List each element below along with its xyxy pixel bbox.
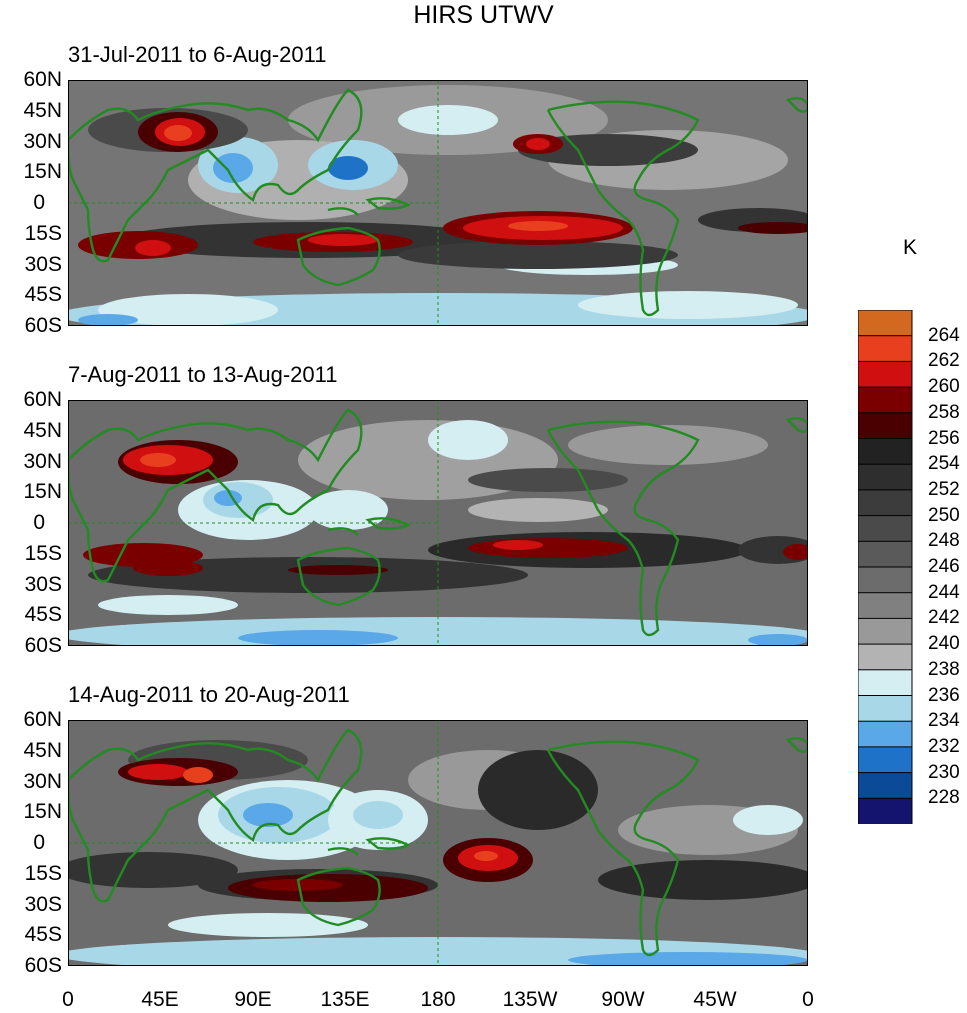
lon-label: 45W [693, 988, 737, 1011]
lat-label: 30S [24, 253, 62, 276]
map-panel-2 [68, 400, 808, 646]
colorbar-swatch [858, 617, 913, 646]
colorbar-swatch [858, 746, 913, 774]
lat-label: 60N [23, 388, 62, 411]
lat-label: 15S [24, 222, 62, 245]
colorbar-level-label: 238 [928, 658, 960, 680]
colorbar-level-label: 234 [928, 710, 960, 732]
lat-label: 15N [23, 160, 62, 183]
lat-label: 60S [24, 634, 62, 657]
lon-label: 45E [141, 988, 179, 1011]
lat-label: 45N [23, 99, 62, 122]
panel-2-date-range: 7-Aug-2011 to 13-Aug-2011 [68, 362, 338, 387]
colorbar-level-label: 228 [928, 787, 960, 809]
colorbar-level-label: 232 [928, 735, 960, 757]
colorbar-level-label: 264 [928, 324, 960, 346]
lat-label: 0 [33, 831, 45, 854]
colorbar-swatch [858, 386, 913, 414]
colorbar [858, 310, 914, 824]
colorbar-level-label: 250 [928, 504, 960, 526]
lat-label: 45N [23, 739, 62, 762]
lat-label: 0 [33, 191, 45, 214]
colorbar-level-label: 256 [928, 427, 960, 449]
lon-label: 0 [62, 988, 74, 1011]
lon-label: 180 [420, 988, 456, 1011]
lon-label: 90W [601, 988, 645, 1011]
colorbar-level-label: 260 [928, 376, 960, 398]
lon-label: 90E [234, 988, 272, 1011]
lat-label: 15S [24, 862, 62, 885]
lat-label: 30N [23, 130, 62, 153]
colorbar-swatch [858, 772, 913, 800]
lat-label: 60S [24, 314, 62, 337]
lat-label: 45S [24, 923, 62, 946]
colorbar-swatch [858, 310, 913, 337]
colorbar-swatch [858, 540, 913, 569]
colorbar-level-label: 252 [928, 478, 960, 500]
colorbar-swatch [858, 797, 913, 824]
lat-label: 60N [23, 708, 62, 731]
colorbar-level-label: 236 [928, 684, 960, 706]
lon-label: 135E [320, 988, 370, 1011]
colorbar-swatch [858, 566, 913, 594]
lat-label: 45N [23, 419, 62, 442]
colorbar-level-label: 262 [928, 350, 960, 372]
lat-label: 30N [23, 450, 62, 473]
colorbar-swatch [858, 360, 913, 389]
colorbar-level-label: 230 [928, 761, 960, 783]
lat-label: 15N [23, 800, 62, 823]
colorbar-swatch [858, 695, 913, 723]
colorbar-swatch [858, 489, 913, 517]
colorbar-swatch [858, 720, 913, 748]
lat-label: 15N [23, 480, 62, 503]
lat-label: 60S [24, 954, 62, 977]
colorbar-level-label: 254 [928, 453, 960, 475]
colorbar-level-label: 242 [928, 607, 960, 629]
lat-label: 45S [24, 603, 62, 626]
map-panel-1 [68, 80, 808, 326]
colorbar-swatch [858, 412, 913, 440]
colorbar-swatch [858, 335, 913, 363]
map-panel-3 [68, 720, 808, 966]
colorbar-level-label: 244 [928, 581, 960, 603]
colorbar-unit-label: K [903, 236, 918, 259]
panel-1-date-range: 31-Jul-2011 to 6-Aug-2011 [68, 42, 327, 67]
lat-label: 30S [24, 893, 62, 916]
lat-label: 30N [23, 770, 62, 793]
colorbar-swatch [858, 669, 913, 697]
colorbar-swatch [858, 438, 913, 466]
colorbar-level-label: 258 [928, 401, 960, 423]
colorbar-level-label: 246 [928, 556, 960, 577]
colorbar-swatch [858, 463, 913, 491]
figure-title: HIRS UTWV [413, 1, 554, 29]
lat-label: 45S [24, 283, 62, 306]
colorbar-level-label: 240 [928, 633, 960, 655]
colorbar-level-label: 248 [928, 530, 960, 552]
lat-label: 0 [33, 511, 45, 534]
lat-label: 15S [24, 542, 62, 565]
lat-label: 30S [24, 573, 62, 596]
colorbar-swatch [858, 643, 913, 671]
lat-label: 60N [23, 68, 62, 91]
lon-label: 135W [502, 988, 558, 1011]
colorbar-swatch [858, 592, 913, 620]
colorbar-swatches [858, 310, 913, 824]
lon-label: 0 [802, 988, 814, 1011]
panel-3-date-range: 14-Aug-2011 to 20-Aug-2011 [68, 682, 350, 707]
colorbar-swatch [858, 515, 913, 543]
